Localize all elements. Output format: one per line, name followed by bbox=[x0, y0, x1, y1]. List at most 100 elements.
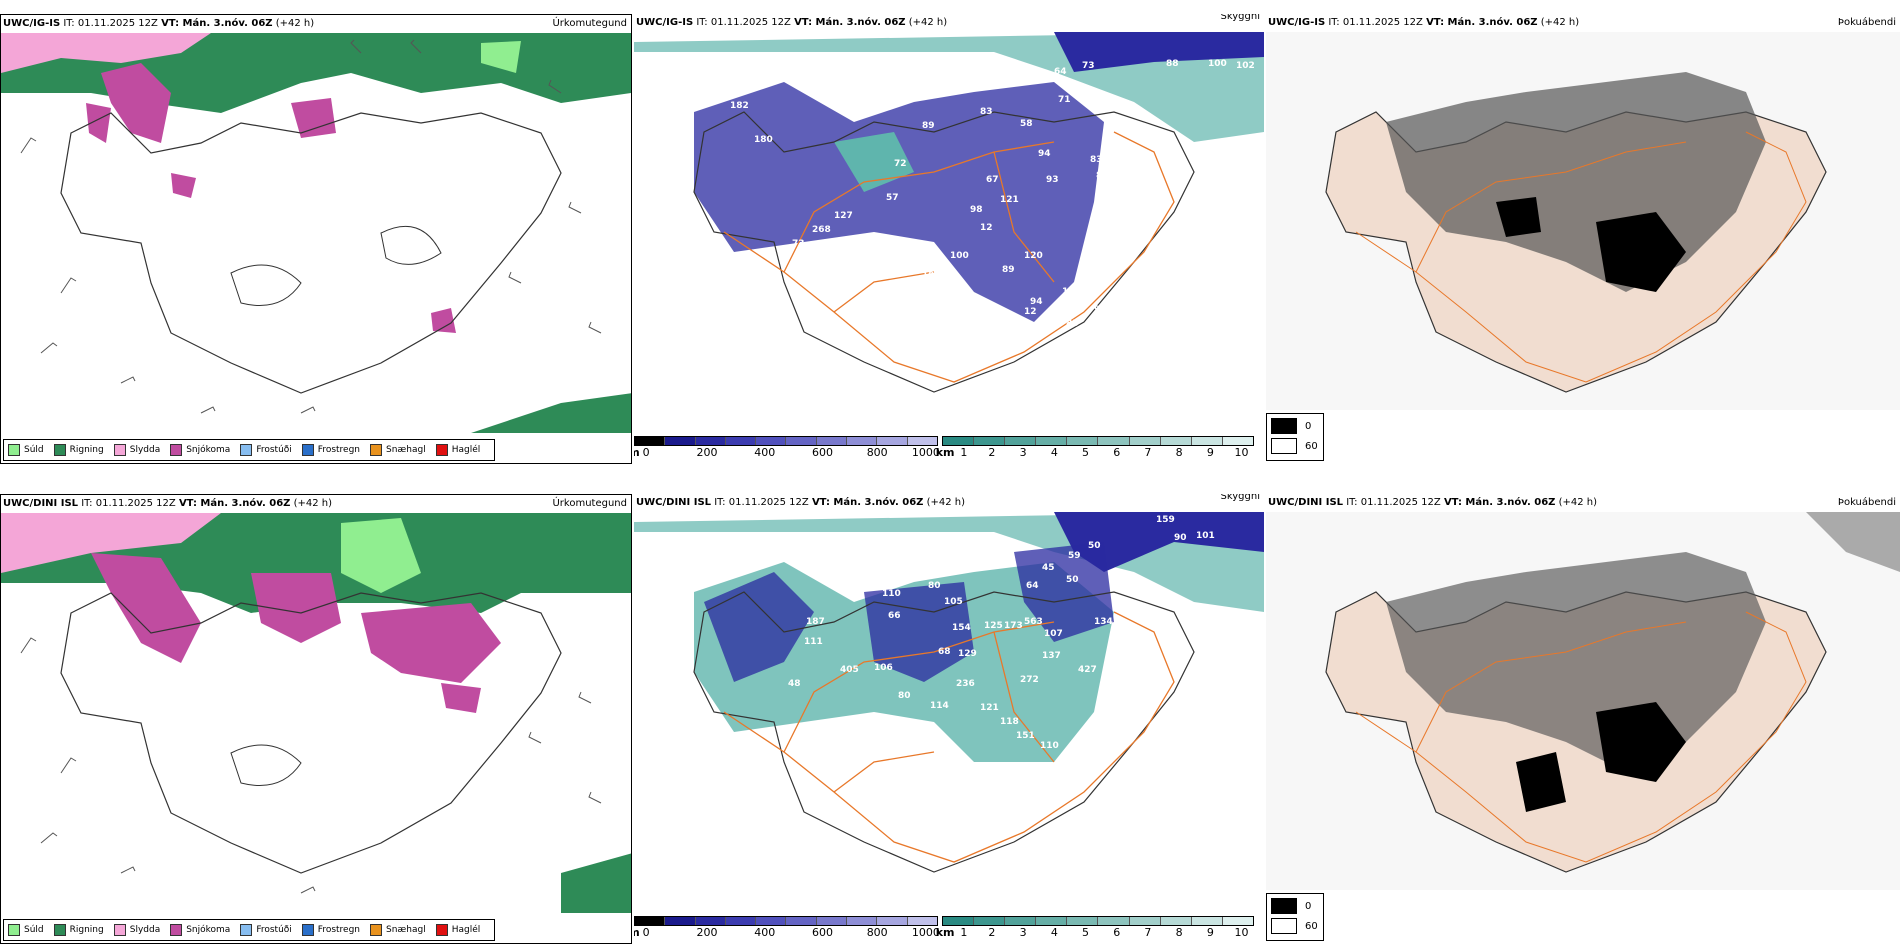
vis-value: 48 bbox=[788, 679, 801, 689]
snow-area bbox=[101, 63, 171, 143]
snow-area bbox=[431, 308, 456, 333]
snow-area bbox=[86, 103, 111, 143]
fog-max-area bbox=[1596, 702, 1686, 782]
legend-label: Rigning bbox=[69, 925, 104, 935]
vis-value: 85 bbox=[850, 257, 863, 267]
panel-header: UWC/IG-IS IT: 01.11.2025 12Z VT: Mán. 3.… bbox=[1, 15, 631, 33]
vis-value: 85 bbox=[1066, 319, 1079, 329]
fog-legend-row1: 0 60 bbox=[1266, 413, 1324, 461]
legend-swatch bbox=[370, 924, 383, 936]
legend-swatch bbox=[113, 444, 126, 456]
vis-value: 45 bbox=[1042, 563, 1055, 573]
valid-time: VT: Mán. 3.nóv. 06Z bbox=[178, 498, 291, 509]
vis-value: 64 bbox=[1054, 67, 1067, 77]
snow-area bbox=[441, 683, 481, 713]
lead-time: (+42 h) bbox=[926, 497, 966, 508]
fog-legend-label: 0 bbox=[1305, 900, 1312, 912]
vis-value: 354 bbox=[1108, 237, 1127, 247]
visibility-panel-row2: UWC/DINI ISL IT: 01.11.2025 12Z VT: Mán.… bbox=[634, 494, 1264, 944]
drizzle-area bbox=[481, 41, 521, 73]
colorbar-tick: 200 bbox=[696, 446, 718, 459]
legend-item: Snæhagl bbox=[370, 444, 426, 456]
lead-time: (+42 h) bbox=[293, 498, 333, 509]
colorbar-unit: km bbox=[935, 926, 955, 939]
legend-item: Haglél bbox=[435, 924, 480, 936]
vis-value: 127 bbox=[834, 211, 853, 221]
visibility-map: 64 73 88 100 102 182 180 72 89 83 58 71 … bbox=[634, 32, 1264, 393]
model-name: UWC/DINI ISL bbox=[3, 498, 79, 509]
vis-value: 89 bbox=[1002, 265, 1015, 275]
legend-label: Slydda bbox=[129, 445, 161, 455]
vis-value: 59 bbox=[1068, 551, 1081, 561]
legend-label: Slydda bbox=[129, 925, 161, 935]
fog-panel-row1: UWC/IG-IS IT: 01.11.2025 12Z VT: Mán. 3.… bbox=[1266, 14, 1900, 410]
colorbar-tick: 1000 bbox=[911, 446, 940, 459]
legend-swatch bbox=[170, 444, 183, 456]
distance-colorbar-ticks: km 1 2 3 4 5 6 7 8 9 10 bbox=[936, 446, 1254, 460]
legend-swatch bbox=[53, 444, 66, 456]
precip-type-panel-row2: UWC/DINI ISL IT: 01.11.2025 12Z VT: Mán.… bbox=[0, 494, 632, 944]
vis-value: 563 bbox=[1024, 617, 1043, 627]
vis-low-area bbox=[704, 572, 814, 682]
colorbar-tick: 3 bbox=[1019, 926, 1027, 939]
vis-value: 56 bbox=[702, 255, 715, 265]
legend-swatch bbox=[8, 924, 20, 936]
colorbar-tick: 10 bbox=[1234, 446, 1249, 459]
lead-time: (+42 h) bbox=[1540, 17, 1580, 28]
vis-value: 19 bbox=[922, 271, 935, 281]
panel-header: UWC/IG-IS IT: 01.11.2025 12Z VT: Mán. 3.… bbox=[634, 14, 1264, 32]
vis-value: 110 bbox=[1040, 741, 1059, 751]
vis-value: 57 bbox=[886, 193, 899, 203]
vis-value: 72 bbox=[894, 159, 907, 169]
drizzle-area bbox=[341, 518, 421, 593]
vis-value: 405 bbox=[840, 665, 859, 675]
vis-value: 120 bbox=[1024, 251, 1043, 261]
legend-swatch bbox=[240, 924, 253, 936]
colorbar-tick: 6 bbox=[1113, 446, 1121, 459]
init-time: IT: 01.11.2025 12Z bbox=[1328, 17, 1423, 28]
wind-barbs bbox=[20, 637, 602, 894]
vis-value: 73 bbox=[1082, 61, 1095, 71]
vis-value: 83 bbox=[980, 107, 993, 117]
precip-type-map bbox=[1, 33, 631, 433]
colorbar-tick: 5 bbox=[1082, 446, 1090, 459]
vis-value: 240 bbox=[738, 559, 757, 569]
vis-value: 64 bbox=[976, 561, 989, 571]
distance-colorbar-strip bbox=[942, 916, 1254, 926]
vis-value: 137 bbox=[1042, 651, 1061, 661]
height-colorbar-strip bbox=[634, 916, 938, 926]
legend-label: Snæhagl bbox=[386, 445, 426, 455]
legend-swatch bbox=[113, 924, 126, 936]
colorbar-tick: 5 bbox=[1082, 926, 1090, 939]
colorbar-tick: 600 bbox=[811, 926, 833, 939]
legend-item: Súld bbox=[8, 924, 44, 936]
vis-value: 73 bbox=[792, 239, 805, 249]
legend-label: Súld bbox=[24, 445, 44, 455]
height-colorbar-ticks: m 0 200 400 600 800 1000 bbox=[634, 926, 940, 940]
glacier-outline bbox=[380, 225, 442, 265]
lead-time: (+42 h) bbox=[275, 18, 315, 29]
glacier-outline bbox=[230, 744, 302, 786]
colorbar-tick: 8 bbox=[1175, 446, 1183, 459]
fog-swatch bbox=[1271, 898, 1297, 914]
vis-value: 12 bbox=[980, 223, 993, 233]
vis-value: 90 bbox=[1174, 533, 1187, 543]
vis-value: 180 bbox=[1062, 287, 1081, 297]
colorbar-tick: 7 bbox=[1144, 926, 1152, 939]
vis-value: 427 bbox=[1078, 665, 1097, 675]
colorbar-tick: 800 bbox=[866, 446, 888, 459]
colorbar-unit: m bbox=[634, 926, 640, 939]
model-name: UWC/DINI ISL bbox=[1268, 497, 1344, 508]
precip-type-panel-row1: UWC/IG-IS IT: 01.11.2025 12Z VT: Mán. 3.… bbox=[0, 14, 632, 464]
init-time: IT: 01.11.2025 12Z bbox=[1346, 497, 1441, 508]
panel-title: Úrkomutegund bbox=[552, 498, 627, 509]
visibility-values: 159 90 101 240 59 50 45 64 50 100 64 80 … bbox=[738, 515, 1215, 887]
snow-area bbox=[251, 573, 341, 643]
snow-area bbox=[91, 553, 201, 663]
colorbar-tick: 0 bbox=[642, 926, 650, 939]
rain-area bbox=[471, 393, 631, 433]
panel-header: UWC/IG-IS IT: 01.11.2025 12Z VT: Mán. 3.… bbox=[1266, 14, 1900, 32]
roads bbox=[1355, 131, 1807, 383]
fog-dense-area bbox=[1386, 552, 1766, 772]
snow-area bbox=[291, 98, 336, 138]
